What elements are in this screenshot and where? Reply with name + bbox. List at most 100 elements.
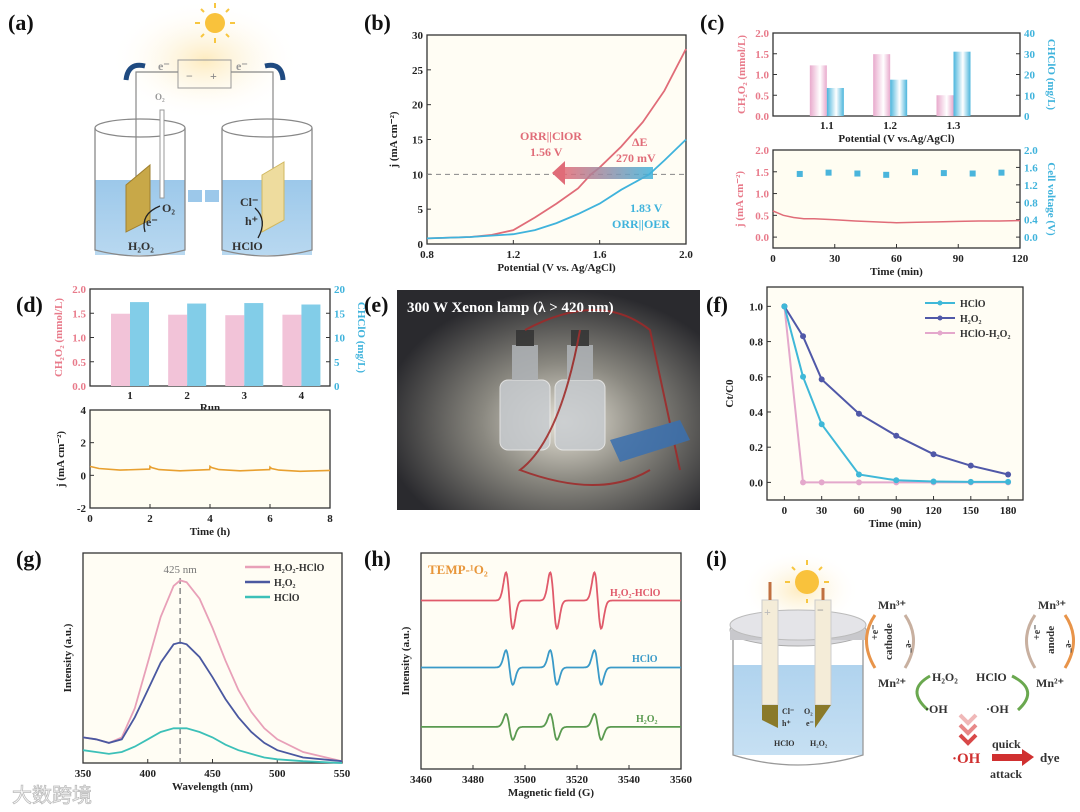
y-tick-label: 2 <box>81 438 87 450</box>
chloride-label: Cl⁻ <box>240 195 258 209</box>
y-tick-label: 1.0 <box>755 189 769 201</box>
chart-c_bottom: 0 30 60 90 120 0.0 0.5 1.0 1.5 2.0 0.0 0.4 0.8 1.2 1.6… <box>734 145 1057 278</box>
minus-e-left: -e⁻ <box>903 640 914 653</box>
clor-value: 1.56 V <box>530 145 563 159</box>
x-axis-label: Time (min) <box>870 266 923 278</box>
data-point <box>818 421 825 428</box>
attack-label: attack <box>990 767 1022 781</box>
y2-tick-label: 40 <box>1024 28 1036 40</box>
x-tick-label: 3480 <box>462 774 485 786</box>
x-tick-label: 0 <box>87 513 93 525</box>
data-point <box>855 471 862 478</box>
y-tick-label: 2.0 <box>755 145 769 157</box>
oh-right: ·OH <box>986 702 1009 716</box>
x-tick-label: 0 <box>770 253 776 265</box>
data-point <box>855 479 862 486</box>
category-label: 1 <box>127 390 133 402</box>
x-tick-label: 30 <box>816 505 828 517</box>
o2-tube <box>159 109 165 199</box>
plot-frame <box>89 409 331 509</box>
chart-h: 3460 3480 3500 3520 3540 3560 Magnetic field (… <box>400 552 693 799</box>
data-point <box>967 478 974 485</box>
x-tick-label: 3520 <box>566 774 589 786</box>
hclo-label: HClO <box>232 239 263 253</box>
anode-electrode <box>261 161 285 233</box>
reaction-arrow-icon <box>143 205 161 233</box>
bar-H2O2-1.2 <box>873 54 891 116</box>
y-tick-label: 0.0 <box>755 111 769 123</box>
y-tick-label: 2.0 <box>755 28 769 40</box>
chart-b: 0.8 1.2 1.6 2.0 0 5 10 15 20 25 30 Potential (V vs.… <box>388 30 693 274</box>
delta-e-value: 270 mV <box>616 151 656 165</box>
series-line-H₂O₂-HClO <box>421 571 681 631</box>
y-axis-label: CH₂O₂ (mmol/L) <box>53 298 65 377</box>
mn3-left: Mn³⁺ <box>878 598 906 612</box>
y2-tick-label: 2.0 <box>1024 145 1038 157</box>
x-tick-label: 1.6 <box>593 249 607 261</box>
x-tick-label: 550 <box>334 768 351 780</box>
bar-H2O2-1.1 <box>809 65 827 116</box>
y-tick-label: 0.5 <box>72 357 86 369</box>
y2-tick-label: 0.8 <box>1024 197 1038 209</box>
cell-voltage-point <box>825 169 832 176</box>
bar-HClO-3 <box>244 303 264 386</box>
reactor-bottles <box>499 309 690 486</box>
y-tick-label: 1.0 <box>72 333 86 345</box>
minus-terminal: − <box>817 603 824 617</box>
x-tick-label: 400 <box>140 768 157 780</box>
cycle-arrow-icon <box>865 614 877 669</box>
y-axis-label: CH₂O₂ (mmol/L) <box>736 35 748 114</box>
y-tick-label: 0.5 <box>755 90 769 102</box>
o2-label: O₂ <box>804 707 813 716</box>
chart-c_top: 0.0 0.5 1.0 1.5 2.0 0 10 20 30 40 Potential (V vs.… <box>736 28 1057 145</box>
x-tick-label: 90 <box>891 505 903 517</box>
chart-b-annotations: ORR||ClOR 1.56 V ΔE 270 mV 1.83 V ORR||O… <box>520 129 670 231</box>
panel-label-d: (d) <box>16 292 43 317</box>
y-axis-label: j (mA cm⁻²) <box>734 171 746 228</box>
plot-frame <box>82 552 343 764</box>
y2-axis-label: CHClO (mg/L) <box>1045 39 1057 111</box>
x-tick-label: 450 <box>204 768 221 780</box>
x-axis-label: Magnetic field (G) <box>508 787 594 799</box>
sun-icon <box>195 3 235 43</box>
category-label: 4 <box>299 390 305 402</box>
data-point <box>818 479 825 486</box>
bar-H2O2-2 <box>168 314 188 386</box>
y2-tick-label: 20 <box>334 284 346 296</box>
y2-tick-label: 0 <box>1024 111 1030 123</box>
salt-bridge <box>188 190 202 202</box>
diagram-a: − + e⁻ e⁻ O₂ O₂ e⁻ H₂O₂ Cl⁻ h⁺ HClO <box>94 0 313 257</box>
y-tick-label: 0 <box>418 239 424 251</box>
plus-sign: + <box>210 69 217 83</box>
y-tick-label: 0.0 <box>749 477 763 489</box>
hole-label: h⁺ <box>782 719 791 728</box>
data-point <box>800 479 807 486</box>
chart-h-title: TEMP-¹O₂ <box>428 562 488 577</box>
series-line-H₂O₂ <box>783 305 1009 476</box>
panel-label-a: (a) <box>8 10 34 35</box>
oer-label: ORR||OER <box>612 217 670 231</box>
quick-label: quick <box>992 737 1021 751</box>
y2-axis-label: CHClO (mg/L) <box>355 302 367 374</box>
chevron-down-icon <box>958 713 978 746</box>
delta-e-label: ΔE <box>632 135 648 149</box>
bar-HClO-1 <box>130 302 149 386</box>
y2-tick-label: 15 <box>334 308 346 320</box>
y-tick-label: 1.5 <box>72 308 86 320</box>
category-label: 1.2 <box>883 120 897 132</box>
x-axis-label: Potential (V vs. Ag/AgCl) <box>497 262 616 274</box>
plot-frame <box>426 34 687 245</box>
oer-value: 1.83 V <box>630 201 663 215</box>
arrow-right-icon <box>264 62 286 81</box>
panel-label-h: (h) <box>364 546 391 571</box>
y-tick-label: 10 <box>412 169 424 181</box>
anode-label: anode <box>1045 626 1057 654</box>
legend-marker <box>937 300 943 306</box>
power-source <box>177 59 232 89</box>
h2o2-cell-label: H₂O₂ <box>810 739 828 748</box>
data-point <box>1005 478 1012 485</box>
x-axis-label: Time (h) <box>190 526 231 538</box>
cell-voltage-point <box>912 169 919 176</box>
y-tick-label: -2 <box>77 503 87 515</box>
